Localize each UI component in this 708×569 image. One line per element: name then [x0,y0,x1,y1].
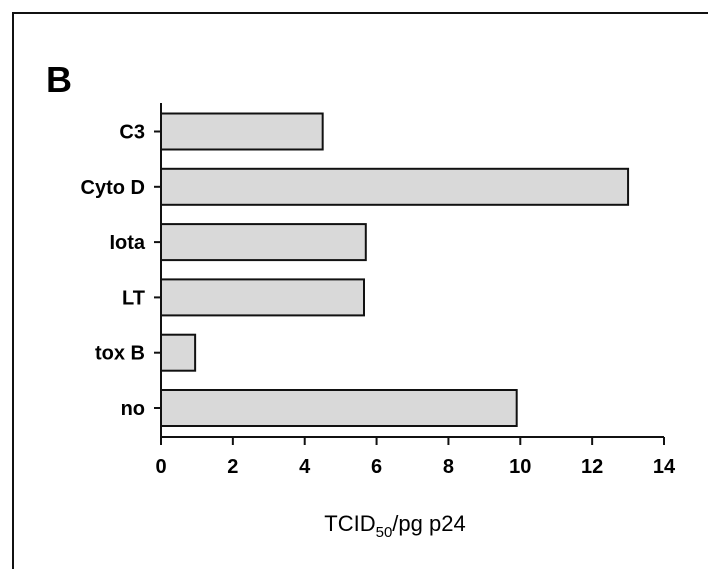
category-label-c3: C3 [119,122,145,144]
bar-iota [160,223,367,262]
x-axis-title-main: TCID [324,511,375,536]
bar-tox-b [160,333,197,372]
x-tick-label-2: 2 [227,456,238,478]
x-axis-title-rest: /pg p24 [392,511,465,536]
bars-group [160,112,630,427]
bar-cyto-d [160,167,630,206]
x-tick-label-0: 0 [155,456,166,478]
figure-frame [12,12,708,569]
x-tick-label-14: 14 [653,456,676,478]
category-label-iota: Iota [109,232,145,254]
x-tick-label-12: 12 [581,456,603,478]
x-axis-title-sub: 50 [376,524,393,541]
bar-c3 [160,112,324,151]
bar-no [160,389,518,427]
category-label-lt: LT [122,287,145,309]
category-label-tox-b: tox B [95,343,145,365]
x-tick-label-6: 6 [371,456,382,478]
x-tick-label-4: 4 [299,456,311,478]
category-label-no: no [121,398,145,420]
y-ticks-group: C3 Cyto D Iota LT tox B no [81,122,161,420]
bar-lt [160,278,365,317]
x-axis-title: TCID50/pg p24 [324,511,465,541]
x-ticks-group: 0 2 4 6 8 10 12 14 [155,437,676,478]
category-label-cyto-d: Cyto D [81,177,145,199]
x-tick-label-10: 10 [509,456,531,478]
x-tick-label-8: 8 [443,456,454,478]
panel-label: B [46,59,72,100]
